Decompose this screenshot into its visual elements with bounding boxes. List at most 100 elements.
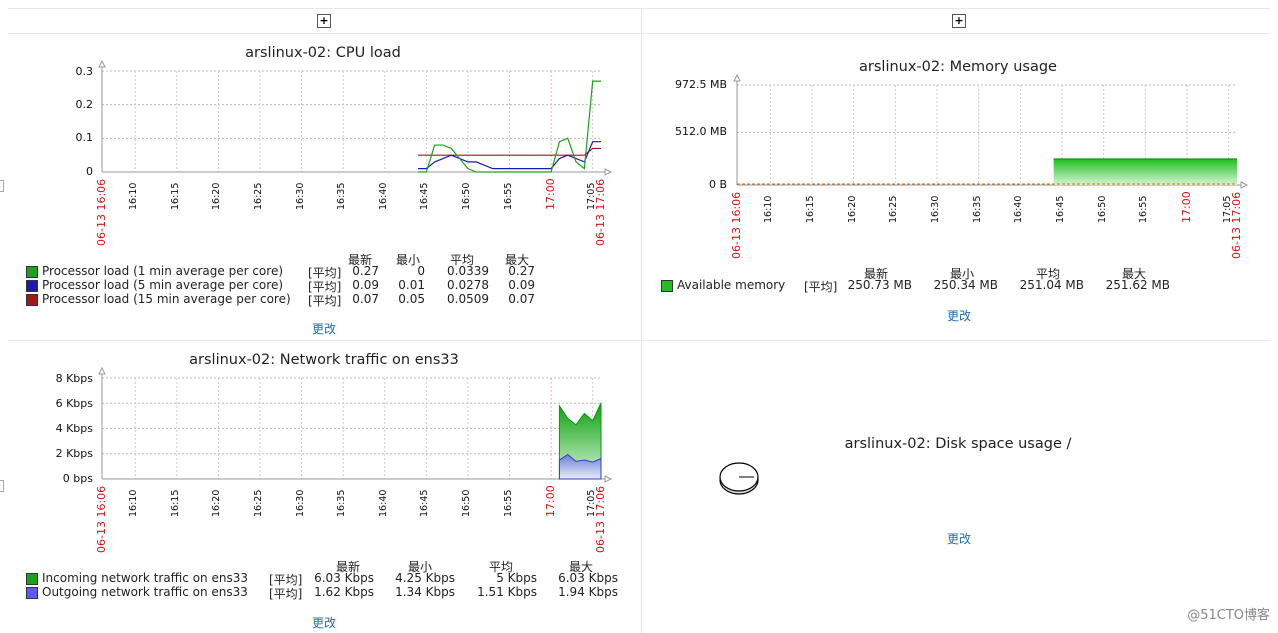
cpu-legend-value: 0.0278	[447, 278, 489, 292]
network-legend-swatch	[26, 573, 38, 585]
cpu-y-arrow	[98, 59, 106, 68]
cpu-legend-value: 0.0509	[447, 292, 489, 306]
cpu-ytick: 0.1	[75, 131, 94, 144]
mem-y-arrow	[733, 73, 741, 82]
mem-xtick-label: 16:30	[930, 195, 941, 223]
net-xtick-label: 16:35	[336, 489, 348, 517]
memory-header-min: 最小	[949, 267, 974, 281]
memory-legend-label: Available memory	[677, 278, 786, 292]
cpu-legend-value: 0	[417, 264, 425, 278]
memory-ytick: 0 B	[708, 178, 727, 191]
disk-chart-title: arslinux-02: Disk space usage /	[844, 436, 1072, 452]
net-xtick-label: 16:30	[294, 489, 306, 517]
memory-ytick: 972.5 MB	[674, 78, 727, 91]
network-header-min: 最小	[407, 560, 432, 574]
memory-legend-value: 250.73 MB	[847, 278, 912, 292]
network-legend-value: 5 Kbps	[496, 571, 537, 585]
left-edge-handle-top[interactable]	[0, 180, 4, 192]
add-widget-button-right[interactable]: +	[952, 14, 966, 28]
net-xtick-label: 16:20	[211, 489, 223, 517]
network-chart-title: arslinux-02: Network traffic on ens33	[189, 352, 459, 368]
cpu-legend-value: 0.27	[508, 264, 535, 278]
mem-xtick-label: 16:50	[1096, 195, 1108, 223]
network-legend-value: 1.94 Kbps	[558, 585, 618, 599]
network-ytick: 8 Kbps	[55, 372, 93, 385]
cpu-legend-value: 0.07	[352, 292, 379, 306]
cpu-edit-link[interactable]: 更改	[312, 322, 337, 336]
cpu-legend-label: Processor load (1 min average per core)	[42, 264, 284, 278]
cpu-series-line	[418, 147, 601, 156]
cpu-legend-value: 0.01	[398, 278, 425, 292]
net-xtick-label: 16:25	[253, 489, 265, 517]
cpu-legend-label: Processor load (15 min average per core)	[42, 292, 291, 306]
net-xtick-label: 16:55	[502, 489, 514, 517]
network-header-last: 最新	[335, 560, 360, 574]
network-edit-link[interactable]: 更改	[312, 616, 337, 630]
cpu-legend-value: 0.09	[508, 278, 535, 292]
network-legend-value: 1.62 Kbps	[314, 585, 374, 599]
network-legend-label: Outgoing network traffic on ens33	[42, 585, 248, 599]
network-legend-func: [平均]	[269, 573, 303, 587]
cpu-legend-label: Processor load (5 min average per core)	[42, 278, 284, 292]
panel-divider-middle	[8, 340, 1270, 341]
mem-x-arrow	[1240, 181, 1249, 189]
net-xtick-label: 16:50	[460, 489, 472, 517]
net-x-range-label: 06-13 16:06	[95, 485, 108, 553]
mem-xtick-label: 16:10	[763, 195, 775, 223]
disk-edit-link[interactable]: 更改	[947, 532, 972, 546]
panel-divider-vertical	[641, 8, 642, 633]
mem-xtick-label: 16:55	[1138, 195, 1150, 223]
memory-legend-value: 250.34 MB	[933, 278, 998, 292]
mem-xtick-label: 16:35	[971, 195, 983, 223]
network-ytick: 2 Kbps	[55, 447, 93, 460]
cpu-legend-func: [平均]	[308, 266, 342, 280]
disk-pie-icon	[719, 462, 759, 495]
cpu-legend-value: 0.09	[352, 278, 379, 292]
site-watermark: @51CTO博客	[1187, 608, 1270, 623]
memory-chart-title: arslinux-02: Memory usage	[859, 59, 1057, 75]
network-legend-value: 4.25 Kbps	[395, 571, 455, 585]
net-x-arrow	[604, 475, 613, 483]
cpu-legend-swatch	[26, 280, 38, 292]
mem-xtick-label: 17:00	[1180, 191, 1193, 223]
memory-edit-link[interactable]: 更改	[947, 309, 972, 323]
network-legend-value: 6.03 Kbps	[558, 571, 618, 585]
cpu-series-line	[418, 141, 601, 170]
mem-x-range-label: 06-13 16:06	[730, 191, 743, 259]
cpu-legend-value: 0.07	[508, 292, 535, 306]
cpu-series-line	[418, 80, 601, 173]
network-legend-value: 1.34 Kbps	[395, 585, 455, 599]
memory-header-last: 最新	[863, 267, 888, 281]
net-xtick-label: 16:10	[128, 489, 140, 517]
cpu-header-avg: 平均	[449, 253, 474, 267]
memory-legend-func: [平均]	[804, 280, 838, 294]
cpu-legend-swatch	[26, 294, 38, 306]
cpu-header-last: 最新	[347, 253, 372, 267]
panel-divider-top	[8, 33, 1270, 34]
memory-header-avg: 平均	[1035, 267, 1060, 281]
net-x-range-label: 06-13 17:06	[594, 485, 607, 553]
cpu-header-min: 最小	[395, 253, 420, 267]
memory-ytick: 512.0 MB	[674, 125, 727, 138]
left-edge-handle-bottom[interactable]	[0, 480, 4, 492]
add-widget-button-left[interactable]: +	[317, 14, 331, 28]
net-xtick-label: 16:45	[419, 489, 431, 517]
cpu-header-max: 最大	[504, 253, 529, 267]
cpu-legend-value: 0.0339	[447, 264, 489, 278]
cpu-legend-func: [平均]	[308, 294, 342, 308]
memory-legend-value: 251.04 MB	[1019, 278, 1084, 292]
network-legend-value: 6.03 Kbps	[314, 571, 374, 585]
network-ytick: 6 Kbps	[55, 397, 93, 410]
network-header-max: 最大	[568, 560, 593, 574]
cpu-ytick: 0	[86, 165, 93, 178]
mem-xtick-label: 16:45	[1055, 195, 1066, 223]
network-ytick: 0 bps	[62, 472, 93, 485]
mem-xtick-label: 16:20	[846, 195, 858, 223]
net-y-arrow	[98, 366, 106, 375]
network-series-area	[558, 453, 602, 480]
memory-chart	[733, 73, 1249, 189]
network-legend-func: [平均]	[269, 587, 303, 601]
network-legend-swatch	[26, 587, 38, 599]
network-legend-label: Incoming network traffic on ens33	[42, 571, 248, 585]
cpu-legend-func: [平均]	[308, 280, 342, 294]
